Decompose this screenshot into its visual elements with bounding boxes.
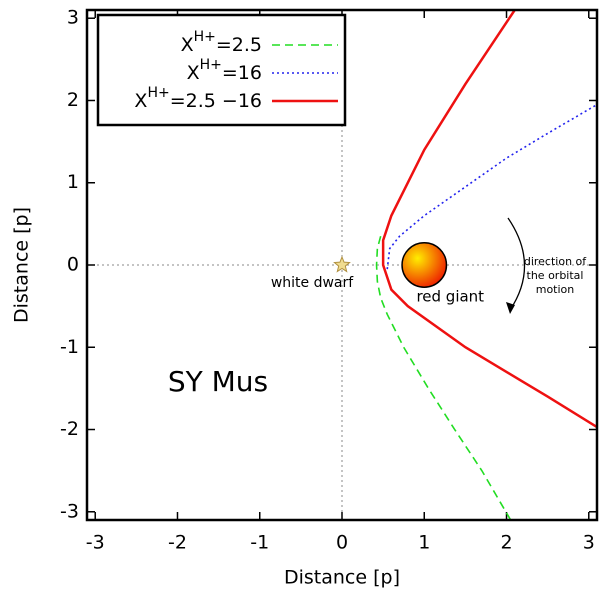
x-tick-label: 3	[583, 532, 595, 554]
legend-label-rest: =16	[222, 62, 262, 84]
plot-frame	[85, 8, 599, 522]
x-tick-label: 0	[336, 532, 348, 554]
legend-label: XH+=2.5 −16	[134, 85, 262, 112]
white-dwarf-label: white dwarf	[271, 275, 354, 291]
white-dwarf	[333, 255, 351, 273]
y-tick-label: 1	[67, 171, 79, 193]
y-tick-label: 2	[67, 89, 79, 111]
system-label: SY Mus	[168, 365, 268, 398]
y-tick-label: 0	[67, 254, 79, 276]
legend-label-base: X	[134, 90, 147, 112]
series-line	[381, 10, 597, 429]
series-line	[375, 236, 512, 520]
y-tick-label: 3	[67, 7, 79, 29]
red-giant	[401, 242, 448, 288]
orbit-arrow	[507, 217, 526, 311]
red-giant-label: red giant	[416, 288, 484, 306]
legend-box	[96, 13, 347, 127]
direction-label: direction of	[524, 255, 587, 268]
legend-label-rest: =2.5 −16	[170, 90, 262, 112]
legend-label: XH+=2.5	[181, 29, 262, 56]
x-tick-label: 2	[500, 532, 512, 554]
legend-label-rest: =2.5	[216, 34, 262, 56]
y-axis-label: Distance [p]	[11, 207, 33, 323]
legend-label-base: X	[181, 34, 194, 56]
legend-label-sup: H+	[194, 29, 216, 45]
x-tick-label: -3	[86, 532, 105, 554]
y-tick-label: -2	[60, 418, 79, 440]
x-axis-label: Distance [p]	[284, 567, 400, 589]
legend-label-sup: H+	[147, 85, 169, 101]
legend-label-base: X	[187, 62, 200, 84]
direction-label: motion	[536, 283, 575, 296]
x-tick-label: -1	[250, 532, 269, 554]
x-tick-label: 1	[418, 532, 430, 554]
orbit-arrowhead	[506, 302, 515, 314]
x-tick-label: -2	[168, 532, 187, 554]
y-tick-label: -1	[60, 336, 79, 358]
y-tick-label: -3	[60, 500, 79, 522]
direction-label: the orbital	[527, 269, 584, 282]
legend-label: XH+=16	[187, 57, 262, 84]
legend-label-sup: H+	[200, 57, 222, 73]
